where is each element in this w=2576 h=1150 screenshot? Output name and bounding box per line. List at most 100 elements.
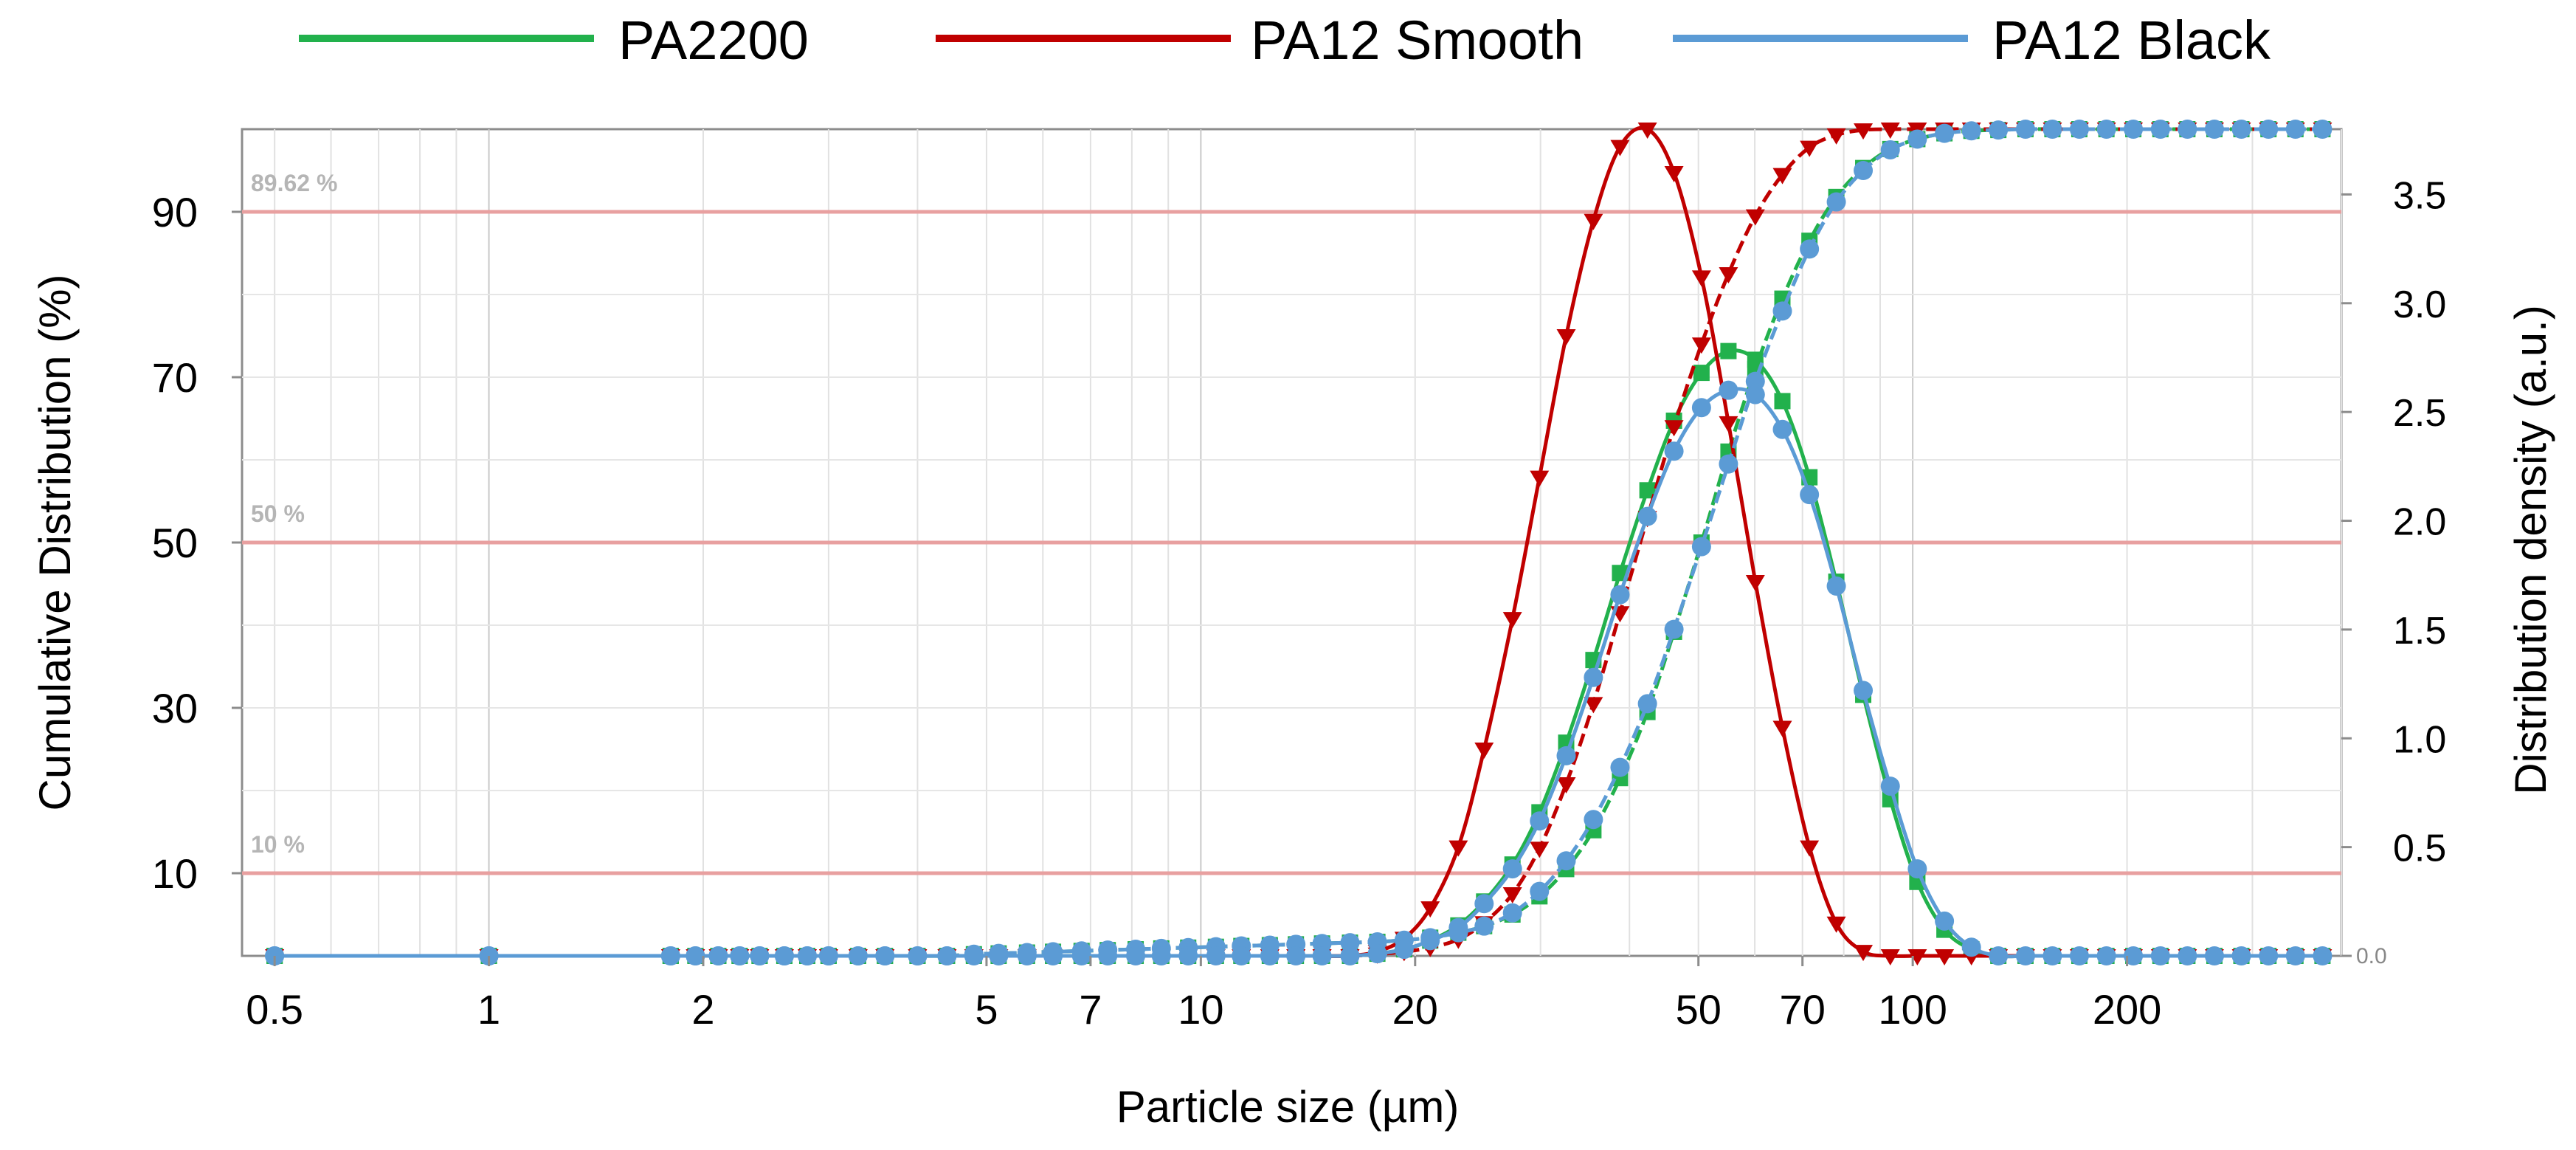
cumulative-point-pa12-black <box>1637 694 1657 714</box>
cumulative-point-pa12-black <box>1556 851 1576 871</box>
density-point-pa12-smooth <box>1719 416 1738 433</box>
density-point-pa12-black <box>1394 940 1414 960</box>
density-point-pa12-black <box>2285 946 2305 965</box>
cumulative-point-pa12-smooth <box>1584 697 1603 714</box>
density-point-pa12-black <box>1691 398 1711 418</box>
density-point-pa12-smooth <box>1854 945 1874 962</box>
density-point-pa12-black <box>1420 931 1440 951</box>
density-point-pa12-smooth <box>1907 949 1927 965</box>
cumulative-point-pa12-smooth <box>1745 209 1765 226</box>
legend-label-pa2200: PA2200 <box>618 10 809 71</box>
cumulative-point-pa12-smooth <box>1691 337 1711 354</box>
density-point-pa12-black <box>1286 946 1306 965</box>
density-point-pa12-black <box>1151 946 1171 965</box>
x-tick-label: 20 <box>1392 986 1438 1033</box>
y-axis-left-title: Cumulative Distribution (%) <box>30 275 80 811</box>
cumulative-point-pa12-smooth <box>1664 420 1684 437</box>
x-tick-label: 70 <box>1780 986 1826 1033</box>
density-point-pa12-black <box>1017 946 1037 965</box>
density-point-pa12-black <box>797 946 817 965</box>
density-point-pa2200 <box>1639 482 1656 499</box>
density-point-pa12-smooth <box>1664 165 1684 182</box>
density-point-pa12-black <box>1206 946 1226 965</box>
density-point-pa12-black <box>1530 811 1550 831</box>
cumulative-point-pa12-black <box>2150 120 2170 139</box>
density-point-pa2200 <box>1747 351 1764 368</box>
density-point-pa12-black <box>1907 859 1927 879</box>
y-left-tick-label: 50 <box>152 520 198 566</box>
density-point-pa12-smooth <box>1474 743 1494 759</box>
density-point-pa12-smooth <box>1800 840 1820 857</box>
y-right-tick-label: 1.5 <box>2393 610 2446 653</box>
y-left-tick-label: 90 <box>152 189 198 235</box>
x-tick-label: 200 <box>2093 986 2161 1033</box>
cumulative-point-pa12-black <box>1989 120 2009 140</box>
density-point-pa12-black <box>1340 946 1360 965</box>
legend-label-pa12-smooth: PA12 Smooth <box>1251 10 1584 71</box>
cumulative-point-pa12-black <box>2178 120 2197 139</box>
density-point-pa12-black <box>1854 681 1874 700</box>
density-point-pa12-black <box>1071 946 1091 965</box>
density-point-pa12-smooth <box>1880 949 1900 965</box>
cumulative-point-pa12-black <box>1800 239 1820 259</box>
density-point-pa12-black <box>875 946 895 965</box>
density-point-pa12-black <box>1610 585 1630 605</box>
cumulative-point-pa12-black <box>1719 454 1738 474</box>
density-point-pa12-black <box>848 946 868 965</box>
density-point-pa12-black <box>1098 946 1118 965</box>
density-point-pa12-smooth <box>1745 575 1765 592</box>
cumulative-point-pa12-black <box>1502 903 1522 923</box>
series-layer <box>265 120 2332 965</box>
cumulative-point-pa12-black <box>2204 120 2224 139</box>
x-tick-label: 1 <box>477 986 500 1033</box>
density-point-pa12-black <box>1719 380 1738 400</box>
x-axis-ticks: 0.5 1 2 5 7 10 20 50 70 100 200 <box>246 956 2161 1033</box>
y-left-tick-label: 30 <box>152 685 198 731</box>
series-pa12-black <box>265 120 2332 965</box>
density-point-pa12-black <box>818 946 838 965</box>
x-tick-label: 50 <box>1676 986 1722 1033</box>
cumulative-point-pa12-black <box>1826 192 1846 212</box>
cumulative-point-pa12-smooth <box>1800 140 1820 157</box>
cumulative-point-pa12-black <box>2069 120 2089 139</box>
reference-line-label: 10 % <box>251 831 305 858</box>
density-point-pa12-smooth <box>1556 329 1576 345</box>
density-point-pa2200 <box>1693 365 1710 382</box>
cumulative-point-pa12-black <box>1880 140 1900 159</box>
x-tick-label: 5 <box>975 986 998 1033</box>
cumulative-point-pa12-black <box>1935 123 1955 143</box>
cumulative-point-pa12-black <box>1691 537 1711 557</box>
density-point-pa12-black <box>937 946 957 965</box>
density-point-pa12-black <box>1260 946 1280 965</box>
y-left-tick-label: 10 <box>152 850 198 897</box>
density-point-pa12-black <box>1448 917 1468 937</box>
y-right-tick-label: 0.5 <box>2393 827 2446 870</box>
density-point-pa12-black <box>686 946 705 965</box>
density-point-pa12-black <box>1312 946 1332 965</box>
reference-line-label: 50 % <box>251 500 305 527</box>
density-point-pa12-smooth <box>1772 720 1792 737</box>
density-point-pa12-smooth <box>1502 612 1522 629</box>
cumulative-point-pa12-black <box>1530 881 1550 901</box>
cumulative-point-pa12-black <box>2015 120 2035 139</box>
density-point-pa12-smooth <box>1584 213 1603 230</box>
reference-line-label: 89.62 % <box>251 170 337 196</box>
cumulative-point-pa12-black <box>2043 120 2062 139</box>
y-right-tick-label: 3.0 <box>2393 283 2446 326</box>
legend-item-pa12-black: PA12 Black <box>1673 10 2271 71</box>
density-point-pa12-black <box>750 946 770 965</box>
density-point-pa12-black <box>1556 746 1576 765</box>
density-point-pa12-black <box>989 946 1009 965</box>
cumulative-point-pa12-black <box>1664 619 1684 639</box>
density-point-pa12-black <box>1935 911 1955 931</box>
cumulative-point-pa12-black <box>1907 129 1927 149</box>
legend-item-pa12-smooth: PA12 Smooth <box>936 10 1584 71</box>
x-tick-label: 7 <box>1079 986 1102 1033</box>
density-point-pa12-smooth <box>1691 270 1711 287</box>
y-right-tick-label: 0.0 <box>2356 944 2387 968</box>
x-axis-title: Particle size (µm) <box>1116 1082 1460 1132</box>
cumulative-point-pa12-black <box>2285 120 2305 139</box>
y-right-tick-label: 3.5 <box>2393 174 2446 217</box>
x-tick-label: 100 <box>1878 986 1947 1033</box>
